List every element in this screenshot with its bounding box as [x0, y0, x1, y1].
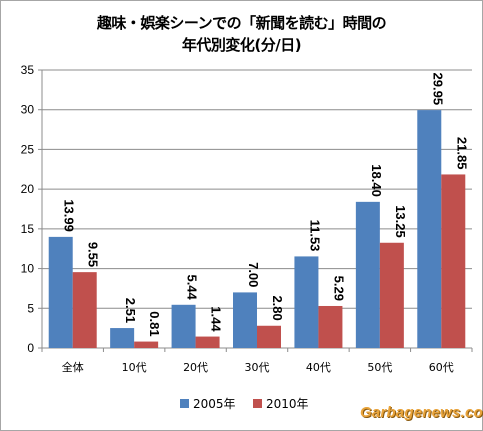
bar	[195, 336, 220, 348]
data-label: 13.99	[62, 199, 77, 232]
data-label: 18.40	[369, 164, 384, 197]
data-label: 1.44	[209, 306, 224, 332]
x-tick-label: 全体	[62, 360, 84, 374]
data-label: 2.51	[123, 298, 138, 323]
data-label: 29.95	[430, 73, 445, 106]
bar	[171, 304, 196, 348]
legend-entry: 2005年	[193, 397, 236, 411]
y-tick-label: 10	[21, 262, 35, 276]
bar	[318, 305, 343, 348]
x-tick-label: 50代	[367, 361, 392, 374]
y-tick-label: 0	[27, 341, 34, 355]
data-label: 13.25	[393, 205, 408, 238]
data-label: 9.55	[86, 242, 101, 267]
legend-entry: 2010年	[266, 397, 309, 411]
bar	[48, 236, 73, 348]
y-tick-label: 25	[21, 142, 35, 156]
y-tick-label: 35	[21, 63, 35, 77]
x-tick-label: 20代	[183, 361, 208, 374]
legend-swatch	[180, 399, 189, 408]
bar	[417, 110, 442, 349]
bar	[294, 256, 319, 348]
x-tick-label: 10代	[122, 361, 147, 374]
legend-swatch	[253, 399, 262, 408]
data-label: 7.00	[246, 262, 261, 287]
y-tick-label: 30	[21, 103, 35, 117]
y-tick-label: 15	[21, 222, 35, 236]
data-label: 5.29	[331, 276, 346, 301]
x-tick-label: 60代	[429, 361, 454, 374]
bar	[257, 325, 281, 348]
bar	[134, 341, 159, 348]
x-tick-label: 30代	[245, 361, 270, 374]
bar	[233, 292, 257, 348]
data-label: 11.53	[307, 220, 322, 252]
data-label: 0.81	[147, 311, 162, 336]
chart-title-line2: 年代別変化(分/日)	[181, 36, 302, 54]
data-label: 5.44	[185, 274, 200, 300]
data-label: 2.80	[270, 295, 285, 320]
bar	[72, 272, 97, 348]
chart-title-line1: 趣味・娯楽シーンでの「新聞を読む」時間の	[96, 14, 387, 32]
bar	[355, 201, 380, 348]
data-label: 21.85	[454, 137, 469, 170]
y-tick-label: 5	[27, 301, 34, 315]
bar	[441, 174, 466, 348]
bar	[110, 328, 135, 348]
y-tick-label: 20	[21, 182, 35, 196]
watermark-logo: Garbagenews.com	[360, 404, 483, 421]
bar	[379, 242, 404, 348]
x-tick-label: 40代	[306, 361, 331, 374]
